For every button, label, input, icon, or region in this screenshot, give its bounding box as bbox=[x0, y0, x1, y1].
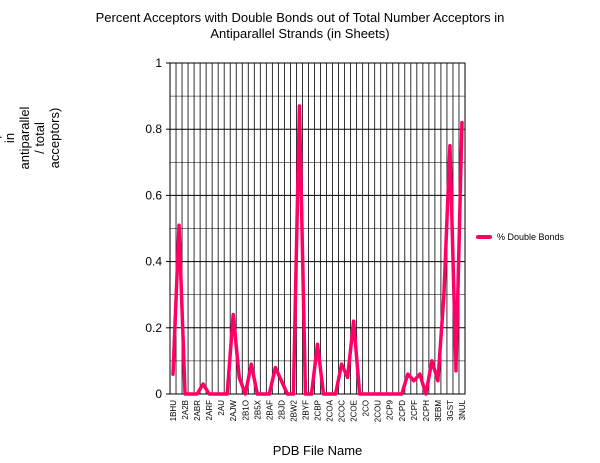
data-point bbox=[448, 144, 452, 148]
data-point bbox=[303, 392, 308, 396]
legend: % Double Bonds bbox=[476, 232, 564, 242]
data-point bbox=[183, 392, 187, 396]
data-point bbox=[225, 392, 229, 396]
x-tick-label: 2COU bbox=[374, 400, 383, 422]
chart-title-line2: Antiparallel Strands (in Sheets) bbox=[210, 26, 390, 41]
data-point bbox=[297, 104, 302, 108]
data-point bbox=[412, 379, 416, 383]
x-tick-label: 2COE bbox=[350, 400, 359, 422]
data-point bbox=[255, 392, 259, 396]
data-point bbox=[279, 379, 283, 383]
data-point bbox=[364, 392, 368, 396]
data-point bbox=[249, 362, 253, 366]
x-tick-label: 2AJW bbox=[229, 400, 238, 422]
data-point bbox=[291, 392, 296, 396]
data-point bbox=[321, 392, 326, 396]
x-tick-label: 2CO bbox=[362, 400, 371, 416]
x-tick-label: 2B5X bbox=[253, 399, 262, 419]
data-point bbox=[346, 375, 350, 380]
x-tick-label: 3NUL bbox=[458, 399, 467, 420]
data-point bbox=[436, 379, 440, 383]
data-point bbox=[430, 359, 434, 363]
y-tick-label: 0.4 bbox=[145, 255, 162, 269]
x-tick-label: 2CPF bbox=[410, 400, 419, 421]
x-tick-label: 2AU bbox=[217, 400, 226, 416]
x-tick-label: 2ARF bbox=[205, 400, 214, 421]
data-point bbox=[213, 392, 217, 396]
y-tick-label: 1 bbox=[155, 56, 162, 70]
legend-label: % Double Bonds bbox=[497, 232, 565, 242]
chart-title: Percent Acceptors with Double Bonds out … bbox=[0, 10, 600, 42]
data-point bbox=[231, 312, 235, 317]
x-tick-label: 3EBM bbox=[434, 400, 443, 422]
data-point bbox=[237, 375, 241, 380]
data-point bbox=[406, 372, 410, 376]
x-tick-label: 2BW2 bbox=[289, 399, 298, 421]
chart-title-line1: Percent Acceptors with Double Bonds out … bbox=[95, 10, 505, 25]
data-point bbox=[309, 392, 314, 396]
x-tick-label: 2BAF bbox=[265, 400, 274, 420]
y-tick-label: 0.6 bbox=[145, 188, 162, 202]
data-point bbox=[219, 392, 223, 396]
x-tick-label: 2B1O bbox=[241, 400, 250, 420]
x-tick-label: 2CBP bbox=[314, 400, 323, 421]
data-point bbox=[376, 392, 380, 396]
data-point bbox=[394, 392, 398, 396]
x-tick-label: 2A2B bbox=[181, 400, 190, 420]
data-point bbox=[382, 392, 386, 396]
data-point bbox=[370, 392, 374, 396]
legend-swatch bbox=[476, 235, 492, 239]
y-tick-label: 0 bbox=[155, 387, 162, 401]
x-tick-label: 2BYF bbox=[301, 400, 310, 420]
data-point bbox=[327, 392, 332, 396]
x-tick-label: 3GST bbox=[446, 400, 455, 421]
data-point bbox=[400, 392, 404, 396]
data-point bbox=[171, 372, 175, 376]
data-point bbox=[352, 319, 356, 323]
data-point bbox=[418, 372, 422, 376]
x-tick-label: 2CP9 bbox=[386, 399, 395, 420]
data-point bbox=[267, 392, 271, 396]
data-point bbox=[358, 392, 362, 396]
data-point bbox=[189, 392, 193, 396]
data-point bbox=[388, 392, 392, 396]
data-point bbox=[261, 392, 265, 396]
data-point bbox=[177, 223, 181, 227]
data-point bbox=[454, 369, 458, 373]
data-point bbox=[460, 120, 464, 125]
y-tick-label: 0.2 bbox=[145, 321, 162, 335]
data-point bbox=[195, 392, 199, 396]
data-point bbox=[273, 365, 277, 370]
x-tick-label: 1BHU bbox=[169, 400, 178, 422]
x-tick-label: 2COA bbox=[326, 399, 335, 421]
data-point bbox=[207, 392, 211, 396]
x-tick-label: 2CPH bbox=[422, 400, 431, 422]
data-point bbox=[424, 392, 428, 396]
data-point bbox=[333, 392, 338, 396]
y-tick-label: 0.8 bbox=[145, 122, 162, 136]
data-point bbox=[285, 392, 289, 396]
x-tick-label: 2CPD bbox=[398, 400, 407, 422]
data-point bbox=[442, 293, 446, 297]
x-axis-label: PDB File Name bbox=[272, 443, 363, 458]
x-tick-label: 2COC bbox=[338, 400, 347, 422]
data-point bbox=[201, 382, 205, 386]
x-tick-label: 2BJD bbox=[277, 400, 286, 420]
data-point bbox=[339, 362, 344, 366]
data-point bbox=[315, 342, 320, 346]
x-tick-label: 2ABR bbox=[193, 400, 202, 421]
data-point bbox=[243, 392, 247, 396]
